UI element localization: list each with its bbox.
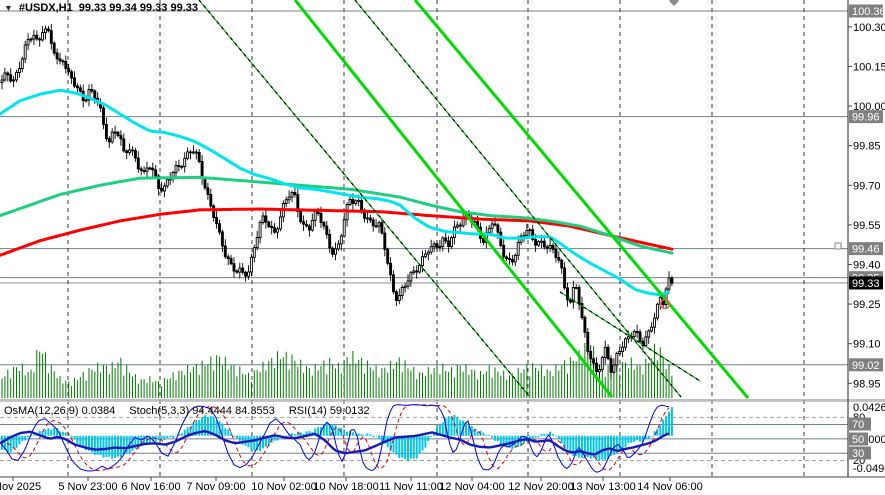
chart-title: ▼ #USDX,H1 99.33 99.34 99.33 99.33 xyxy=(4,2,198,14)
stoch-label: Stoch(5,3,3) 94.4444 84.3553 xyxy=(129,405,275,417)
indicator-panel xyxy=(0,404,848,473)
bullish-candles xyxy=(0,28,671,373)
stochastic-d-line xyxy=(0,404,670,472)
time-axis-label: 6 Nov 16:00 xyxy=(121,481,180,493)
price-badge xyxy=(849,276,883,290)
ma-mid-green-line xyxy=(0,175,674,255)
time-axis-label: 10 Nov 18:00 xyxy=(313,481,378,493)
time-axis-label: 5 Nov 2025 xyxy=(0,481,41,493)
price-badge-label: 100.36 xyxy=(852,6,885,18)
price-axis-label: 99.40 xyxy=(853,259,881,271)
indicator-badge xyxy=(849,432,868,446)
signal-circle-marker xyxy=(659,298,671,310)
price-axis-label: 98.95 xyxy=(853,378,881,390)
price-level-lines xyxy=(0,10,848,366)
level-anchor-marker[interactable] xyxy=(834,242,842,250)
price-axis-label: 100.00 xyxy=(853,101,885,113)
indicator-badge-label: 30 xyxy=(852,448,864,460)
rsi-label: RSI(14) 59.0132 xyxy=(288,405,370,417)
scroll-marker-icon[interactable] xyxy=(669,0,679,6)
panel-borders xyxy=(0,0,885,478)
quote-ohlc-label: 99.33 99.34 99.33 99.33 xyxy=(78,2,198,14)
time-axis-label: 14 Nov 06:00 xyxy=(637,481,702,493)
ma-slow-red-line xyxy=(0,207,674,257)
stochastic-k-line xyxy=(0,404,670,473)
price-badge xyxy=(849,242,883,256)
price-axis-label: 99.10 xyxy=(853,339,881,351)
price-badge-label: 99.46 xyxy=(852,244,880,256)
trendlines[interactable] xyxy=(198,0,750,399)
indicator-badge xyxy=(849,417,871,431)
time-axis-label: 7 Nov 09:00 xyxy=(186,481,245,493)
indicator-axis-label: -0.0496 xyxy=(853,463,885,475)
price-axis-label: 100.15 xyxy=(853,61,885,73)
time-axis-label: 12 Nov 04:00 xyxy=(439,481,504,493)
price-axis-label: 99.85 xyxy=(853,141,881,153)
indicator-labels: OsMA(12,26,9) 0.0384 Stoch(5,3,3) 94.444… xyxy=(4,405,370,417)
price-badge-label: 99.33 xyxy=(852,278,880,290)
indicator-badge-label: 50 xyxy=(852,434,864,446)
price-axis-label: 100.30 xyxy=(853,22,885,34)
symbol-period-label: #USDX,H1 xyxy=(18,2,73,14)
time-axis-label: 5 Nov 23:00 xyxy=(58,481,117,493)
rsi-line xyxy=(0,430,670,456)
indicator-axis-label: 0.0426 xyxy=(853,402,885,414)
price-badge xyxy=(849,4,883,18)
time-axis-label: 13 Nov 13:00 xyxy=(570,481,635,493)
time-axis[interactable]: 5 Nov 2025 5 Nov 23:00 6 Nov 16:00 7 Nov 09… xyxy=(0,477,703,493)
time-axis-label: 11 Nov 11:00 xyxy=(379,481,443,493)
price-badge-label: 99.02 xyxy=(852,360,880,372)
candlestick-series xyxy=(0,23,674,380)
price-badge xyxy=(849,358,883,372)
price-axis-label: 99.70 xyxy=(853,180,881,192)
indicator-badge-label: 70 xyxy=(852,419,864,431)
price-axis-label: 99.55 xyxy=(853,220,881,232)
chart-dropdown-icon[interactable]: ▼ xyxy=(4,3,13,13)
ma-fast-cyan-line xyxy=(0,88,670,297)
osma-label: OsMA(12,26,9) 0.0384 xyxy=(4,405,116,417)
chart-markers xyxy=(659,0,842,310)
time-axis-label: 12 Nov 20:00 xyxy=(508,481,573,493)
price-badge xyxy=(849,110,883,124)
price-badge-label: 99.96 xyxy=(852,112,880,124)
indicator-badge xyxy=(849,446,871,460)
price-axis-label: 99.25 xyxy=(853,299,881,311)
time-axis-label: 10 Nov 02:00 xyxy=(251,481,316,493)
